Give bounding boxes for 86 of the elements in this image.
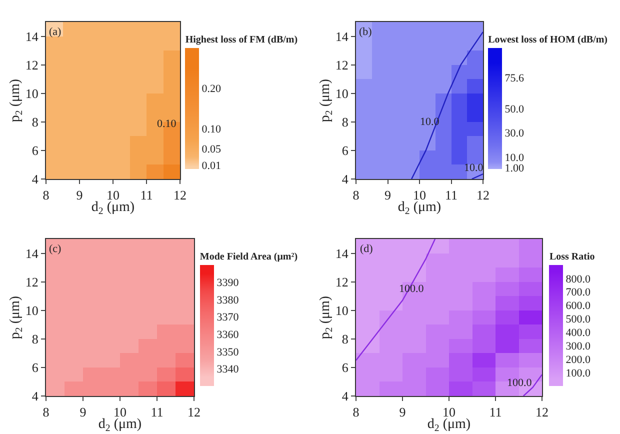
y-tick-label: 4 — [342, 388, 349, 404]
y-tick-label: 4 — [32, 172, 39, 187]
annotation: (b) — [359, 26, 372, 38]
line-series — [410, 31, 483, 179]
y-tick-label: 12 — [335, 57, 348, 72]
x-tick-label: 12 — [174, 188, 186, 203]
x-tick-label: 11 — [489, 404, 502, 420]
color-bar-title: Lowest loss of HOM (dB/m) — [488, 34, 608, 46]
annotation: 100.0 — [399, 283, 424, 295]
color-bar-label: 0.05 — [202, 144, 222, 156]
x-tick-label: 11 — [140, 188, 153, 203]
line-series — [356, 239, 436, 361]
y-tick-label: 14 — [335, 28, 349, 44]
y-tick-label: 12 — [25, 57, 38, 72]
color-bar-label: 300.0 — [566, 340, 591, 353]
color-bar-label: 3360 — [216, 328, 240, 341]
x-axis-title: d$_{2}$ (μm) — [91, 200, 135, 217]
x-tick-label: 11 — [150, 404, 164, 420]
x-tick-label: 10 — [442, 404, 456, 420]
color-bar-label: 75.6 — [504, 72, 524, 84]
x-tick-label: 10 — [106, 188, 120, 203]
y-tick-label: 10 — [335, 302, 348, 318]
x-axis-title: d$_{2}$ (μm) — [398, 200, 442, 217]
color-bar-label: 50.0 — [504, 103, 524, 116]
y-tick-label: 8 — [342, 331, 348, 346]
y-tick-label: 4 — [32, 388, 39, 404]
color-bar-label: 10.0 — [504, 152, 524, 164]
y-tick-label: 4 — [342, 172, 349, 187]
y-tick-label: 6 — [342, 360, 349, 375]
y-tick-label: 10 — [335, 86, 348, 101]
x-tick-label: 10 — [413, 188, 426, 203]
x-tick-label: 8 — [42, 188, 50, 203]
color-bar-label: 3350 — [216, 346, 240, 358]
annotation: 10.0 — [420, 116, 440, 128]
y-tick-label: 6 — [32, 143, 39, 158]
color-bar-label: 100.0 — [566, 367, 591, 380]
color-bar-label: 0.10 — [202, 124, 222, 136]
x-tick-label: 12 — [188, 404, 200, 420]
x-tick-label: 12 — [476, 188, 490, 203]
x-tick-label: 9 — [384, 188, 391, 203]
y-tick-label: 6 — [342, 143, 349, 158]
y-tick-label: 8 — [32, 114, 38, 130]
x-tick-label: 11 — [444, 188, 458, 203]
x-tick-label: 10 — [114, 404, 126, 420]
x-tick-label: 8 — [352, 404, 360, 420]
x-axis-title: d$_{2}$ (μm) — [427, 417, 471, 434]
x-tick-label: 12 — [536, 404, 548, 420]
annotation: 100.0 — [507, 377, 532, 389]
annotation: 10.0 — [464, 162, 484, 174]
color-bar-label: 600.0 — [566, 300, 591, 312]
y-tick-label: 12 — [335, 274, 348, 290]
annotation: (d) — [360, 243, 374, 255]
color-bar-label: 1.00 — [504, 162, 524, 175]
y-tick-label: 12 — [25, 274, 38, 290]
color-bar-label: 500.0 — [566, 314, 591, 326]
color-bar-label: 3340 — [216, 364, 240, 376]
color-bar-label: 0.01 — [202, 160, 221, 172]
annotation: (c) — [49, 243, 62, 255]
x-tick-label: 9 — [80, 404, 86, 420]
y-tick-label: 8 — [342, 114, 348, 130]
color-bar-label: 400.0 — [566, 327, 591, 340]
color-bar-label: 800.0 — [566, 273, 591, 286]
y-tick-label: 10 — [25, 86, 38, 101]
color-bar-title: Mode Field Area (μm²) — [200, 252, 298, 262]
color-bar-label: 3370 — [216, 312, 240, 324]
annotation: (a) — [49, 26, 62, 38]
color-bar-label: 200.0 — [566, 354, 591, 366]
color-bar-label: 3390 — [216, 277, 240, 290]
color-bar-label: 30.0 — [504, 128, 524, 140]
y-tick-label: 6 — [32, 360, 39, 375]
x-tick-label: 9 — [76, 188, 83, 203]
x-tick-label: 9 — [399, 404, 406, 420]
color-bar-label: 700.0 — [566, 286, 591, 299]
y-tick-label: 8 — [32, 331, 38, 346]
y-tick-label: 14 — [25, 28, 39, 44]
y-tick-label: 14 — [25, 246, 39, 261]
x-tick-label: 8 — [42, 404, 50, 420]
annotation: 0.10 — [157, 118, 177, 130]
color-bar-title: Highest loss of FM (dB/m) — [185, 34, 298, 46]
y-tick-label: 10 — [25, 302, 38, 318]
color-bar-label: 0.20 — [202, 83, 222, 96]
color-bar-label: 3380 — [216, 294, 240, 306]
y-tick-label: 14 — [335, 246, 349, 261]
x-axis-title: d$_{2}$ (μm) — [98, 417, 142, 434]
color-bar-title: Loss Ratio — [549, 252, 595, 262]
x-tick-label: 8 — [352, 188, 360, 203]
